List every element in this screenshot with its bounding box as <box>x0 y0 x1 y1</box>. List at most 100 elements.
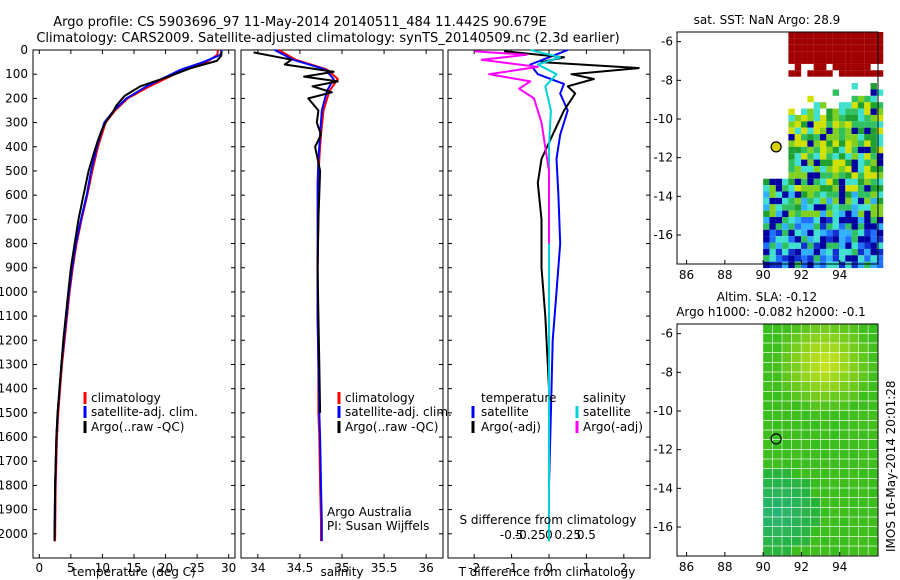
sst-cell <box>838 63 846 71</box>
sla-cell <box>801 536 811 546</box>
sst-cell <box>794 140 802 147</box>
sla-cell <box>782 546 792 556</box>
sst-cell <box>763 204 770 211</box>
sst-cell <box>845 108 852 115</box>
sst-cell <box>769 223 776 230</box>
sst-cell <box>864 223 871 230</box>
sst-cell <box>851 51 858 58</box>
sst-cell <box>851 102 858 109</box>
sst-axes-frame <box>676 31 879 265</box>
sla-cell <box>811 362 820 372</box>
x-tick-label: 90 <box>756 268 771 282</box>
sst-cell <box>838 255 846 262</box>
sst-cell <box>845 217 852 224</box>
sst-cell <box>832 153 840 160</box>
sst-cell <box>876 229 884 237</box>
sst-cell <box>870 121 877 128</box>
y-tick-label: -16 <box>653 228 673 242</box>
sst-cell <box>801 159 808 166</box>
sla-cell <box>811 459 820 469</box>
sst-cell <box>864 197 871 205</box>
sst-cell <box>775 178 783 186</box>
sla-cell <box>791 353 801 362</box>
sst-cell <box>813 51 821 58</box>
sst-cell <box>807 204 814 211</box>
y-tick-label: -12 <box>653 151 673 165</box>
sst-cell <box>826 255 833 262</box>
sla-cell <box>839 333 849 343</box>
sst-cell <box>813 153 821 160</box>
sst-cell <box>826 248 833 256</box>
sla-cell <box>791 507 801 517</box>
sst-cell <box>851 114 858 122</box>
sst-cell <box>775 255 783 262</box>
sst-cell <box>851 248 858 256</box>
sla-cell <box>830 430 840 440</box>
sla-cell <box>820 391 830 401</box>
sst-cell <box>794 261 802 269</box>
sla-cell <box>791 536 801 546</box>
sst-cell <box>838 217 846 224</box>
sla-cell <box>839 353 849 362</box>
y-tick-label: 1300 <box>0 357 28 371</box>
sst-cell <box>864 44 871 52</box>
sst-cell <box>864 248 871 256</box>
sst-cell <box>801 204 808 211</box>
sst-cell <box>794 134 802 141</box>
title-line-1: Argo profile: CS 5903696_97 11-May-2014 … <box>53 15 546 30</box>
sla-cell <box>791 411 801 420</box>
sla-cell <box>811 488 820 498</box>
sla-cell <box>782 498 792 507</box>
x-tick-label: 92 <box>794 268 809 282</box>
sst-cell <box>851 204 858 211</box>
sla-cell <box>811 411 820 420</box>
sst-cell <box>819 102 827 109</box>
sst-cell <box>813 248 821 256</box>
sst-cell <box>826 38 833 45</box>
sst-cell <box>813 70 821 77</box>
sst-cell <box>794 57 802 64</box>
sst-cell <box>832 127 840 135</box>
sla-cell <box>801 527 811 536</box>
sst-cell <box>819 204 827 211</box>
argo-position-marker <box>770 433 782 445</box>
x-tick-label: 34.5 <box>287 561 314 575</box>
sla-cell <box>763 411 773 420</box>
sla-cell <box>801 420 811 430</box>
sla-cell <box>830 546 840 556</box>
sla-cell <box>839 469 849 478</box>
sla-cell <box>849 488 859 498</box>
sla-cell <box>801 372 811 382</box>
sla-cell <box>839 382 849 391</box>
sla-cell <box>849 527 859 536</box>
sst-cell <box>826 172 833 179</box>
temperature-legend: climatology satellite-adj. clim. Argo(..… <box>83 391 198 434</box>
sst-cell <box>788 217 795 224</box>
sst-cell <box>813 140 821 147</box>
sst-cell <box>845 223 852 230</box>
sst-cell <box>807 153 814 160</box>
sla-cell <box>849 517 859 527</box>
sst-cell <box>870 217 877 224</box>
sst-cell <box>769 210 776 218</box>
sla-cell <box>868 440 878 449</box>
sst-cell <box>851 159 858 166</box>
sla-cell <box>868 372 878 382</box>
sst-cell <box>819 127 827 135</box>
sst-cell <box>826 178 833 186</box>
sst-cell <box>782 178 789 186</box>
sst-cell <box>819 255 827 262</box>
sla-cell <box>830 459 840 469</box>
sst-cell <box>845 63 852 71</box>
sst-cell <box>794 146 802 154</box>
sst-cell <box>807 44 814 52</box>
sst-cell <box>813 236 821 243</box>
sst-cell <box>845 178 852 186</box>
sst-cell <box>838 140 846 147</box>
sst-cell <box>870 172 877 179</box>
sst-cell <box>807 255 814 262</box>
sst-cell <box>819 261 827 269</box>
sst-cell <box>876 236 884 243</box>
sla-cell <box>801 391 811 401</box>
sla-cell <box>811 333 820 343</box>
